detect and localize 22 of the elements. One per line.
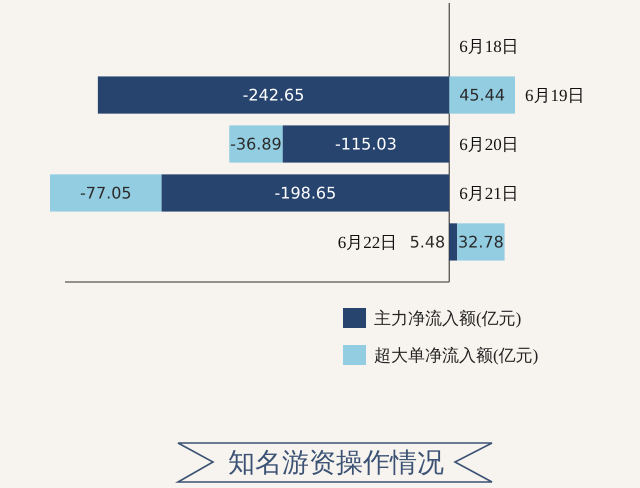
data-label: -77.05 — [80, 184, 132, 203]
y-tick-label: 6月18日 — [459, 37, 519, 56]
data-label: -36.89 — [230, 134, 282, 154]
legend-label: 超大单净流入额(亿元) — [374, 346, 538, 365]
text: 知名游资操作情况 — [228, 447, 444, 478]
legend-label: 主力净流入额(亿元) — [374, 308, 522, 328]
data-label: 45.44 — [459, 86, 506, 105]
y-tick-label: 6月21日 — [459, 184, 519, 203]
bar — [98, 76, 450, 114]
data-label: -115.03 — [335, 134, 397, 154]
data-label: -242.65 — [242, 86, 304, 105]
y-tick-label: 6月20日 — [459, 134, 519, 154]
data-label: -198.65 — [274, 184, 336, 203]
bar — [282, 125, 450, 163]
data-label: 32.78 — [458, 232, 504, 252]
y-tick-label: 6月22日 — [338, 232, 398, 252]
bar — [449, 223, 458, 261]
bar — [162, 174, 450, 212]
bar — [50, 174, 162, 212]
data-label: 5.48 — [410, 232, 446, 252]
y-tick-label: 6月19日 — [525, 86, 584, 105]
bar — [449, 76, 515, 114]
